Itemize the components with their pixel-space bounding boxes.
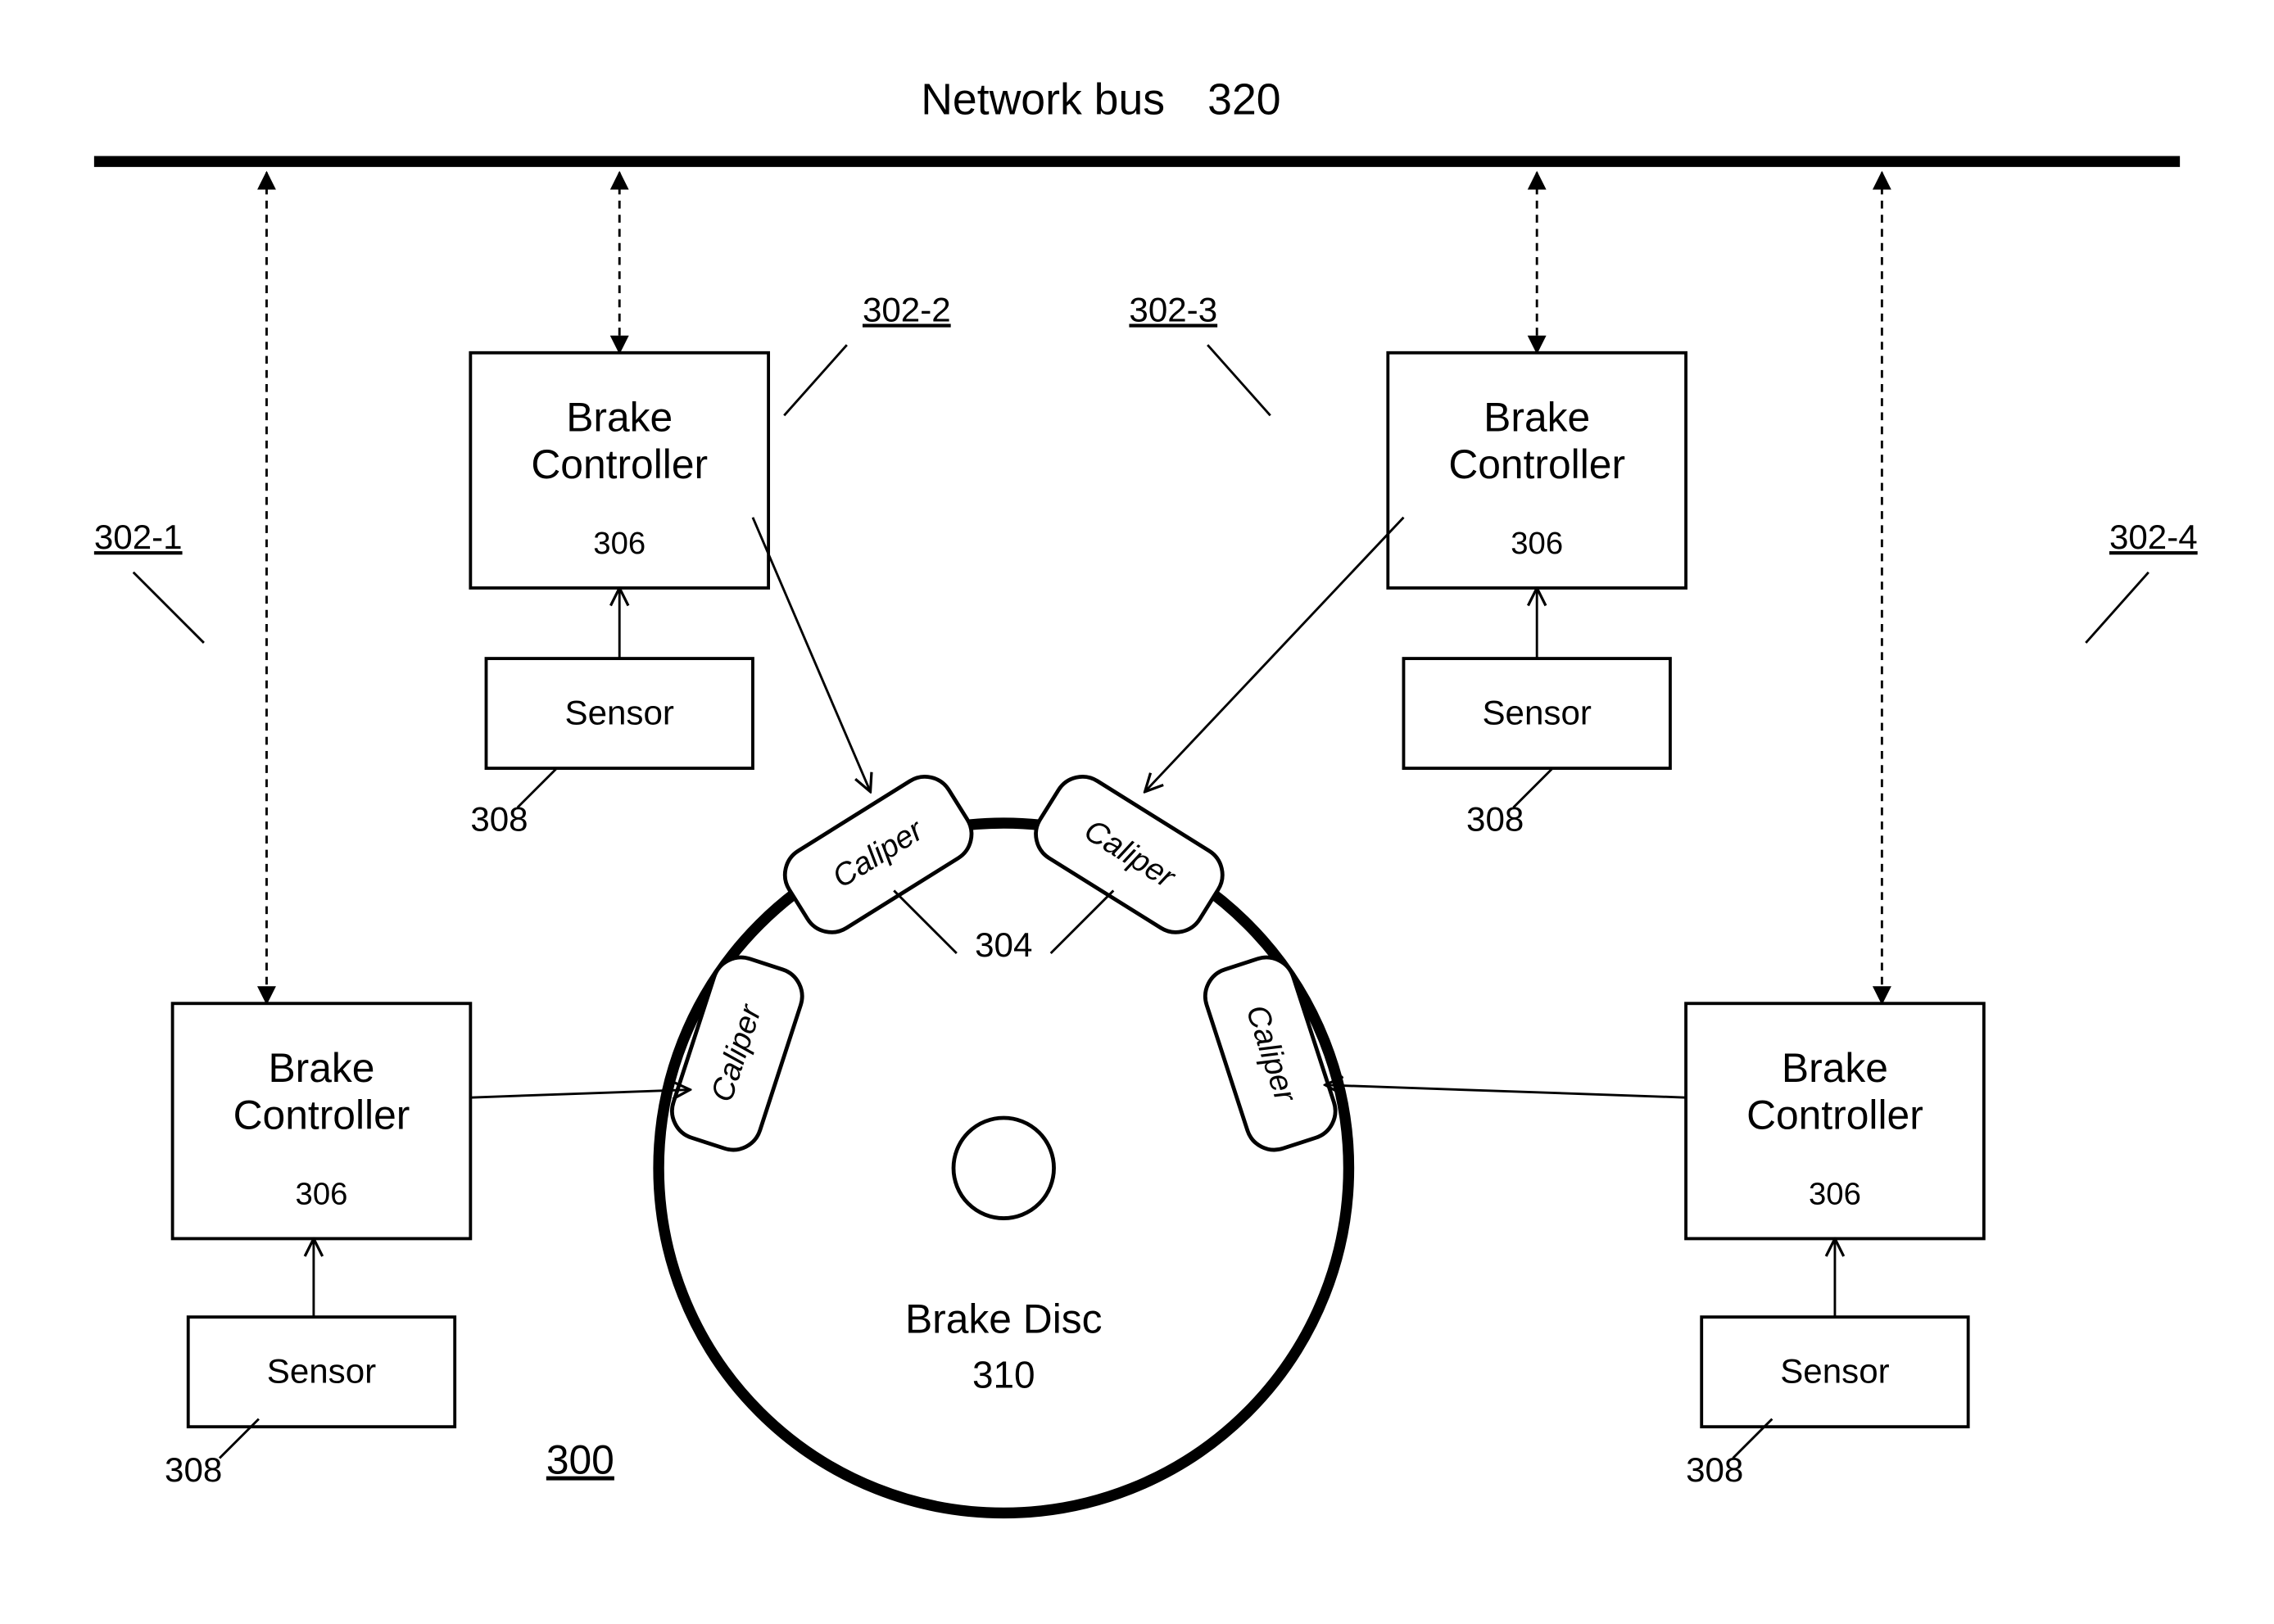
figure-ref: 300 xyxy=(546,1437,614,1483)
svg-text:304: 304 xyxy=(975,925,1032,964)
controller-ref: 306 xyxy=(593,526,646,561)
brake-assembly: BrakeController306Sensor308 xyxy=(1145,173,1686,839)
assembly-ref: 302-4 xyxy=(2109,518,2198,556)
controller-ref: 306 xyxy=(296,1176,348,1211)
assembly-ref: 302-3 xyxy=(1129,290,1217,328)
assembly-ref: 302-2 xyxy=(863,290,951,328)
caliper: Caliper xyxy=(774,766,982,943)
sensor-label: Sensor xyxy=(565,693,674,731)
sensor-label: Sensor xyxy=(1780,1352,1889,1391)
controller-ref: 306 xyxy=(1809,1176,1861,1211)
caliper: Caliper xyxy=(665,950,810,1157)
caliper: Caliper xyxy=(1026,766,1234,943)
sensor-label: Sensor xyxy=(267,1352,376,1391)
caliper-ref: 304 xyxy=(894,890,1113,963)
brake-system-diagram: Network bus 320 Brake Disc 310 CaliperCa… xyxy=(0,0,2274,1622)
disc-ref: 310 xyxy=(972,1353,1035,1396)
assembly-ref: 302-1 xyxy=(94,518,183,556)
bus-ref: 320 xyxy=(1207,75,1280,124)
bus-label: Network bus xyxy=(921,75,1165,124)
network-bus: Network bus 320 xyxy=(94,75,2180,161)
controller-ref: 306 xyxy=(1511,526,1563,561)
brake-assembly: BrakeController306Sensor308 xyxy=(470,173,870,839)
caliper: Caliper xyxy=(1198,950,1343,1157)
sensor-label: Sensor xyxy=(1482,693,1591,731)
sensor-ref: 308 xyxy=(165,1450,222,1489)
disc-label: Brake Disc xyxy=(905,1296,1103,1341)
